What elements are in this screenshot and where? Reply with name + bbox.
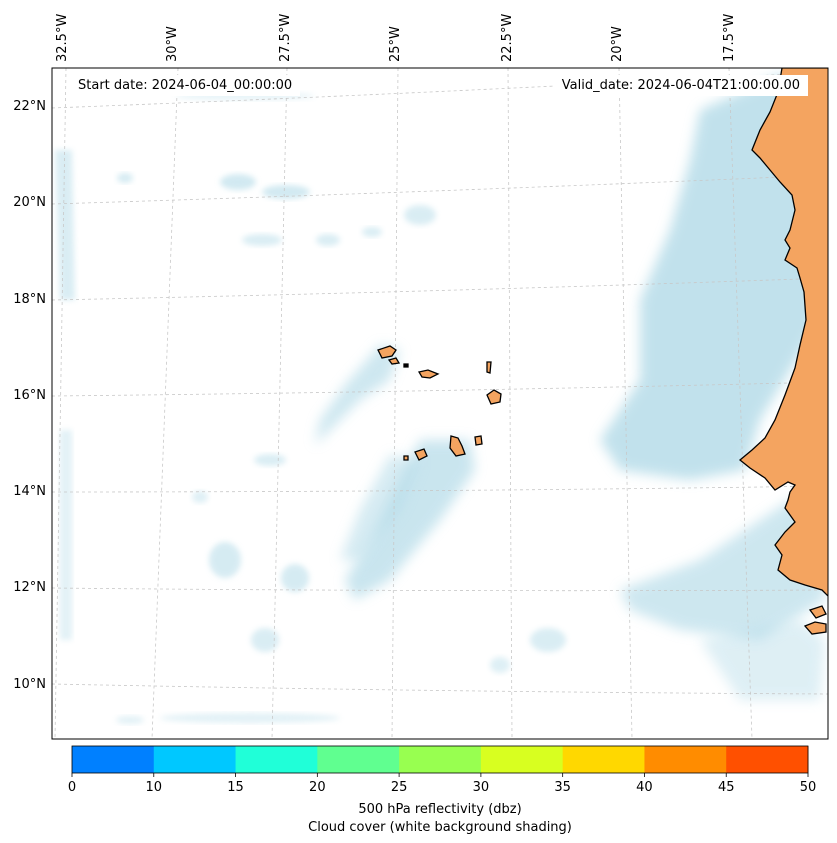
cloud-cell <box>220 174 256 190</box>
island-fogo <box>414 448 428 461</box>
colorbar-tick-label: 45 <box>718 780 735 795</box>
colorbar-segment <box>72 746 155 773</box>
cloud-band-cape-verde-south <box>345 440 475 600</box>
cloud-cell <box>116 716 144 724</box>
cloud-cell <box>404 205 436 225</box>
cloud-cell <box>490 657 510 673</box>
colorbar-tick-label: 25 <box>391 780 408 795</box>
lat-label: 18°N <box>13 292 46 307</box>
map-area <box>52 68 828 739</box>
colorbar-tick-label: 10 <box>146 780 163 795</box>
cloud-cell <box>117 173 133 183</box>
colorbar-segment <box>726 746 809 773</box>
island-sal <box>486 361 492 374</box>
cloud-strip-west-edge <box>55 150 75 300</box>
colorbar-segment <box>153 746 237 773</box>
west-africa-coast <box>738 68 828 597</box>
lat-label: 12°N <box>13 580 46 595</box>
island-sao-nicolau <box>417 369 440 379</box>
lon-label: 25°W <box>388 26 403 62</box>
colorbar-ticks: 0 10 15 20 25 30 35 40 45 50 <box>68 773 816 795</box>
island-sao-vicente <box>387 357 401 365</box>
lat-label: 20°N <box>13 195 46 210</box>
cloud-band-coast-south <box>620 500 825 640</box>
lat-label: 10°N <box>13 677 46 692</box>
latitude-labels: 22°N 20°N 18°N 16°N 14°N 12°N 10°N <box>13 99 46 692</box>
cloud-cell <box>242 234 282 246</box>
coast-islands-south <box>808 605 827 619</box>
lon-label: 32.5°W <box>55 14 70 62</box>
colorbar-segment <box>644 746 727 773</box>
lon-label: 27.5°W <box>278 14 293 62</box>
colorbar-tick-label: 50 <box>800 780 817 795</box>
lat-label: 22°N <box>13 99 46 114</box>
cloud-cell <box>530 628 566 652</box>
colorbar-label-line1: 500 hPa reflectivity (dbz) <box>358 802 521 817</box>
lon-label: 17.5°W <box>722 14 737 62</box>
coast-islands-south-2 <box>803 621 827 635</box>
cloud-cell <box>254 454 286 466</box>
colorbar-tick-label: 40 <box>636 780 653 795</box>
cloud-cell <box>316 234 340 246</box>
island-maio <box>474 435 483 446</box>
island-santa-luzia <box>403 363 409 368</box>
gridlines <box>52 68 828 739</box>
cloud-band-west-africa <box>600 75 820 480</box>
colorbar-segment <box>399 746 482 773</box>
colorbar-label-line2: Cloud cover (white background shading) <box>308 820 572 835</box>
colorbar-tick-label: 30 <box>473 780 490 795</box>
cloud-cell <box>281 564 309 592</box>
colorbar-segment <box>235 746 318 773</box>
cloud-band-south-east <box>700 620 825 700</box>
island-brava <box>403 455 409 461</box>
colorbar-frame <box>71 745 809 774</box>
lat-label: 16°N <box>13 388 46 403</box>
cloud-band-cape-verde-north <box>315 345 400 445</box>
colorbar-segment <box>317 746 400 773</box>
lon-label: 30°W <box>165 26 180 62</box>
longitude-labels: 32.5°W 30°W 27.5°W 25°W 22.5°W 20°W 17.5… <box>55 14 737 62</box>
island-boa-vista <box>486 389 502 405</box>
colorbar-segment <box>562 746 645 773</box>
island-santiago <box>449 435 466 457</box>
cloud-cell <box>362 227 382 237</box>
start-date-label: Start date: 2024-06-04_00:00:00 <box>70 75 301 96</box>
colorbar: 0 10 15 20 25 30 35 40 45 50 500 hPa reflectivity… <box>68 745 816 835</box>
cloud-cell <box>209 542 241 578</box>
cloud-cell <box>192 491 208 503</box>
cloud-strip-west-lower <box>60 430 72 640</box>
lon-label: 22.5°W <box>500 14 515 62</box>
colorbar-segments <box>72 746 809 773</box>
cloud-band-cape-verde-mid <box>340 455 420 560</box>
cloud-cover-shading <box>55 75 825 724</box>
cloud-cell <box>160 713 340 723</box>
valid-date-label: Valid_date: 2024-06-04T21:00:00.00 <box>553 75 808 96</box>
colorbar-tick-label: 0 <box>68 780 76 795</box>
land-masses <box>377 68 828 635</box>
colorbar-tick-label: 35 <box>554 780 571 795</box>
lat-label: 14°N <box>13 484 46 499</box>
colorbar-tick-label: 15 <box>227 780 244 795</box>
cloud-cell <box>251 628 279 652</box>
map-frame <box>51 67 829 740</box>
colorbar-segment <box>480 746 564 773</box>
lon-label: 20°W <box>610 26 625 62</box>
colorbar-tick-label: 20 <box>309 780 326 795</box>
island-santo-antao <box>377 345 397 359</box>
